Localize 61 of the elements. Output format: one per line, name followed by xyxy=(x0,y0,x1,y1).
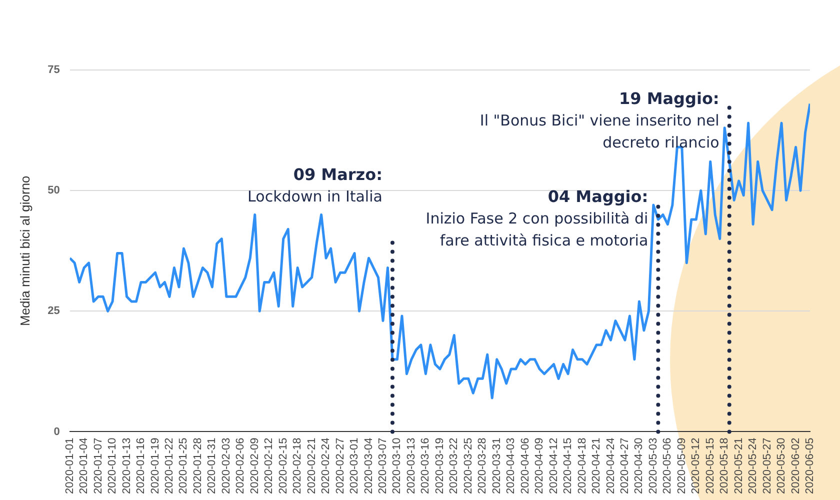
x-tick-label: 2020-03-01 xyxy=(348,438,361,494)
x-tick-label: 2020-05-27 xyxy=(761,438,774,494)
x-tick-label: 2020-01-31 xyxy=(206,438,218,494)
x-tick-label: 2020-03-10 xyxy=(391,438,404,494)
x-tick-label: 2020-04-06 xyxy=(519,438,532,494)
x-tick-label: 2020-05-03 xyxy=(647,438,660,494)
x-tick-label: 2020-06-05 xyxy=(804,438,816,494)
x-tick-label: 2020-03-22 xyxy=(448,438,460,494)
x-tick-label: 2020-05-21 xyxy=(732,438,745,494)
ref-line-label: 04 Maggio: Inizio Fase 2 con possibilità di fare attività fisica e motoria xyxy=(426,187,648,250)
x-tick-label: 2020-05-09 xyxy=(676,438,688,494)
x-tick-label: 2020-04-21 xyxy=(590,438,603,494)
x-tick-label: 2020-05-15 xyxy=(704,438,716,494)
x-tick-label: 2020-04-24 xyxy=(604,438,617,494)
x-tick-label: 2020-01-22 xyxy=(164,438,176,494)
x-tick-label: 2020-05-06 xyxy=(662,438,674,494)
x-tick-label: 2020-03-31 xyxy=(490,438,503,494)
x-tick-label: 2020-02-18 xyxy=(292,438,304,494)
ref-line-label: 19 Maggio: Il "Bonus Bici" viene inserito nel decreto rilancio xyxy=(480,89,720,152)
x-tick-label: 2020-03-13 xyxy=(405,438,418,494)
x-tick-label: 2020-03-28 xyxy=(476,438,489,494)
x-tick-label: 2020-02-03 xyxy=(220,438,232,494)
y-tick-label: 25 xyxy=(48,305,60,318)
x-tick-label: 2020-04-18 xyxy=(576,438,588,494)
x-tick-label: 2020-02-24 xyxy=(320,438,332,494)
x-tick-label: 2020-04-15 xyxy=(562,438,574,494)
x-tick-label: 2020-04-03 xyxy=(505,438,518,494)
x-tick-label: 2020-02-21 xyxy=(306,438,318,494)
x-tick-label: 2020-01-04 xyxy=(78,438,90,494)
y-axis-title: Media minuti bici al giorno xyxy=(17,176,32,326)
y-tick-label: 0 xyxy=(54,426,60,438)
x-tick-label: 2020-04-27 xyxy=(618,438,631,494)
x-tick-label: 2020-01-19 xyxy=(149,438,162,494)
x-tick-label: 2020-01-28 xyxy=(192,438,204,494)
x-tick-label: 2020-05-30 xyxy=(776,438,788,494)
x-tick-label: 2020-02-27 xyxy=(334,438,346,494)
y-tick-label: 75 xyxy=(48,64,60,76)
x-tick-label: 2020-01-13 xyxy=(120,438,133,494)
x-tick-label: 2020-05-18 xyxy=(718,438,731,494)
x-tick-label: 2020-03-25 xyxy=(462,438,474,494)
x-tick-label: 2020-02-09 xyxy=(248,438,261,494)
x-tick-label: 2020-01-07 xyxy=(92,438,104,494)
x-tick-label: 2020-03-16 xyxy=(420,438,432,494)
x-tick-label: 2020-03-04 xyxy=(362,438,375,494)
x-tick-label: 2020-01-10 xyxy=(106,438,119,494)
x-tick-label: 2020-04-09 xyxy=(534,438,546,494)
x-tick-label: 2020-03-07 xyxy=(377,438,390,494)
x-tick-label: 2020-05-12 xyxy=(690,438,702,494)
ref-line-label: 09 Marzo: Lockdown in Italia xyxy=(248,165,382,206)
x-tick-label: 2020-02-15 xyxy=(277,438,290,494)
x-tick-label: 2020-02-12 xyxy=(263,438,276,494)
x-tick-label: 2020-01-25 xyxy=(178,438,190,494)
x-tick-label: 2020-04-30 xyxy=(633,438,646,494)
x-tick-label: 2020-05-24 xyxy=(747,438,760,494)
x-tick-label: 2020-06-02 xyxy=(790,438,802,494)
x-tick-label: 2020-04-12 xyxy=(548,438,560,494)
x-tick-label: 2020-01-16 xyxy=(135,438,148,494)
y-tick-label: 50 xyxy=(48,184,60,197)
x-tick-label: 2020-01-01 xyxy=(64,438,76,494)
x-tick-label: 2020-03-19 xyxy=(434,438,446,494)
x-tick-label: 2020-02-06 xyxy=(234,438,247,494)
